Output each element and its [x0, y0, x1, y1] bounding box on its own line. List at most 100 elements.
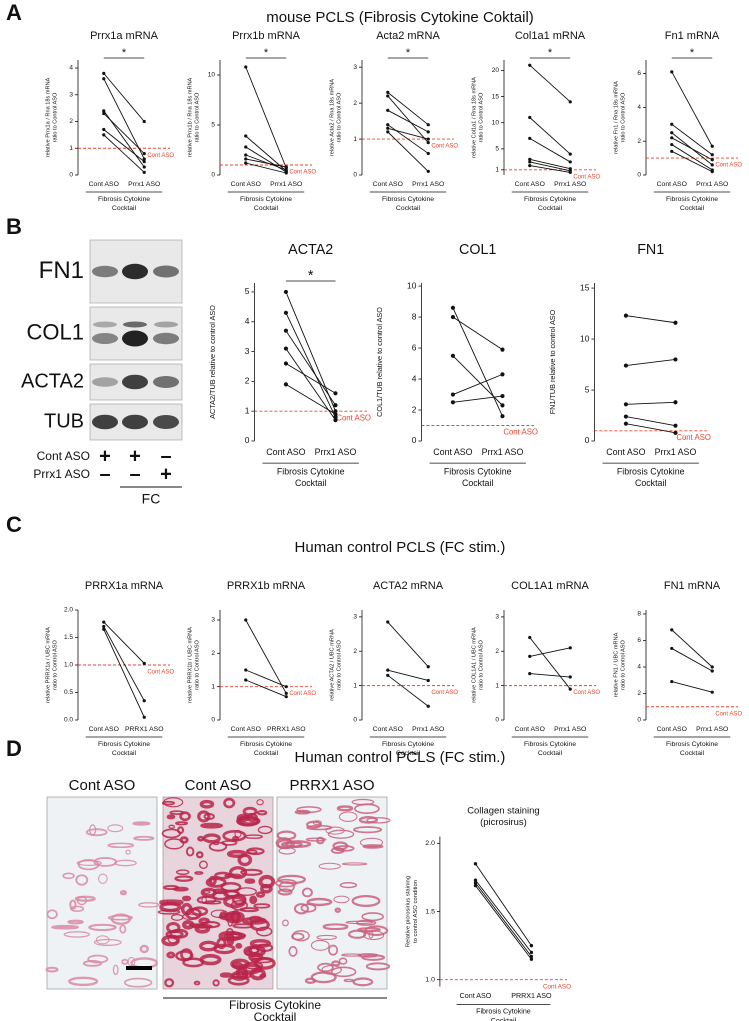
- image-label: Cont ASO: [69, 777, 136, 794]
- group-label: Cocktail: [396, 750, 421, 757]
- y-axis-label: relative PRRX1b / UBC mRNA: [187, 627, 193, 703]
- data-point: [283, 310, 289, 315]
- tissue: [223, 931, 246, 941]
- pair-line: [103, 113, 145, 154]
- y-axis-label: FN1/TUB relative to control ASO: [548, 309, 557, 414]
- tissue: [240, 868, 263, 876]
- data-point: [568, 170, 572, 174]
- data-point: [284, 691, 288, 695]
- tissue: [114, 859, 137, 867]
- reference-label: Cont ASO: [289, 170, 316, 176]
- pair-line: [452, 316, 503, 350]
- panel-title: Human control PCLS (FC stim.): [295, 749, 506, 766]
- tissue: [361, 954, 386, 961]
- panel-letter: A: [6, 0, 22, 25]
- y-tick-label: 15: [580, 282, 590, 292]
- chart-title: Prrx1b mRNA: [232, 30, 301, 42]
- x-tick-label: Cont ASO: [89, 181, 119, 188]
- data-point: [102, 109, 106, 113]
- data-point: [450, 400, 456, 405]
- data-point: [528, 671, 532, 676]
- tissue: [228, 866, 248, 880]
- group-label: Cocktail: [538, 205, 563, 212]
- tissue: [339, 882, 358, 889]
- blot-band: [122, 330, 148, 347]
- y-tick-label: 0.0: [64, 717, 73, 724]
- data-point: [673, 357, 678, 362]
- tissue: [352, 977, 374, 987]
- y-axis-label: relative FN1 / UBC mRNA: [613, 632, 619, 697]
- pair-line: [625, 423, 676, 434]
- tissue: [334, 907, 342, 913]
- y-axis-label: ratio to Control ASO: [194, 92, 200, 142]
- tissue: [244, 950, 251, 956]
- sign: +: [160, 463, 172, 485]
- reference-label: Cont ASO: [147, 153, 174, 159]
- y-tick-label: 10: [208, 72, 216, 79]
- image-label: PRRX1 ASO: [289, 777, 374, 794]
- data-point: [568, 100, 572, 104]
- group-label: Fibrosis Cytokine: [444, 467, 512, 477]
- data-point: [450, 305, 456, 310]
- tissue: [132, 821, 151, 826]
- y-tick-label: 1: [211, 683, 215, 690]
- y-axis-label: relative PRRX1a / UBC mRNA: [45, 627, 51, 703]
- y-tick-label: 6: [412, 342, 417, 352]
- group-label: Fibrosis Cytokine: [476, 1008, 531, 1016]
- data-point: [102, 127, 106, 132]
- histology: Cont ASO Cont ASO PRRX1 ASO Fibrosis Cytoki…: [45, 777, 391, 1021]
- histology-image: [46, 796, 158, 990]
- y-axis-label: ratio to Control ASO: [620, 92, 626, 142]
- y-tick-label: 8: [637, 611, 641, 618]
- x-tick-label: Prrx1 ASO: [696, 726, 728, 733]
- data-point: [500, 414, 505, 419]
- chart-title: PRRX1a mRNA: [85, 580, 164, 592]
- data-point: [450, 392, 456, 397]
- group-label: Fibrosis Cytokine: [229, 998, 321, 1012]
- tissue: [276, 839, 295, 850]
- data-point: [142, 157, 146, 161]
- blot-band: [123, 321, 147, 328]
- reference-label: Cont ASO: [431, 690, 458, 696]
- data-point: [528, 163, 532, 168]
- tissue: [210, 909, 229, 919]
- data-point: [710, 669, 714, 673]
- tissue: [188, 923, 203, 927]
- tissue: [88, 923, 117, 932]
- tissue: [197, 835, 205, 842]
- tissue: [322, 923, 349, 931]
- data-point: [284, 171, 288, 175]
- data-point: [333, 418, 338, 423]
- data-point: [528, 635, 532, 640]
- sign: +: [129, 445, 141, 467]
- y-tick-label: 3: [353, 64, 357, 71]
- data-point: [426, 169, 430, 174]
- y-tick-label: 10: [492, 119, 500, 126]
- tissue: [138, 902, 160, 908]
- blot-band: [122, 374, 148, 390]
- y-tick-label: 2: [245, 376, 250, 386]
- x-tick-label: PRRX1 ASO: [125, 726, 164, 733]
- tissue: [292, 930, 310, 942]
- y-tick-label: 1.0: [64, 662, 73, 669]
- tissue: [256, 891, 266, 898]
- tissue: [223, 797, 236, 809]
- tissue: [328, 944, 339, 956]
- tissue: [180, 948, 193, 961]
- tissue: [300, 903, 317, 913]
- data-point: [528, 157, 532, 161]
- data-point: [473, 878, 478, 882]
- tissue: [198, 860, 208, 869]
- tissue: [166, 951, 176, 959]
- significance: *: [690, 47, 695, 59]
- pair-line: [671, 629, 713, 668]
- pair-line: [529, 647, 571, 657]
- data-point: [568, 646, 572, 650]
- data-point: [283, 382, 289, 387]
- x-tick-label: Cont ASO: [606, 447, 645, 457]
- tissue: [304, 977, 317, 984]
- tissue: [95, 935, 110, 945]
- x-tick-label: PRRX1 ASO: [511, 992, 552, 1000]
- pair-line: [103, 621, 145, 664]
- tissue: [211, 890, 230, 901]
